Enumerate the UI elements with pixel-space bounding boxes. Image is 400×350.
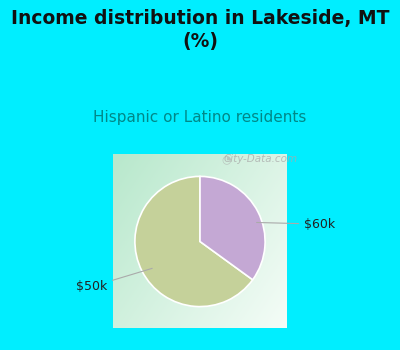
Wedge shape <box>200 176 265 280</box>
Text: $60k: $60k <box>256 218 335 231</box>
Text: ◔: ◔ <box>221 154 231 164</box>
Text: Income distribution in Lakeside, MT
(%): Income distribution in Lakeside, MT (%) <box>11 9 389 51</box>
Text: $50k: $50k <box>76 268 152 293</box>
Text: Hispanic or Latino residents: Hispanic or Latino residents <box>93 110 307 125</box>
Text: City-Data.com: City-Data.com <box>224 154 298 164</box>
Wedge shape <box>135 176 253 307</box>
